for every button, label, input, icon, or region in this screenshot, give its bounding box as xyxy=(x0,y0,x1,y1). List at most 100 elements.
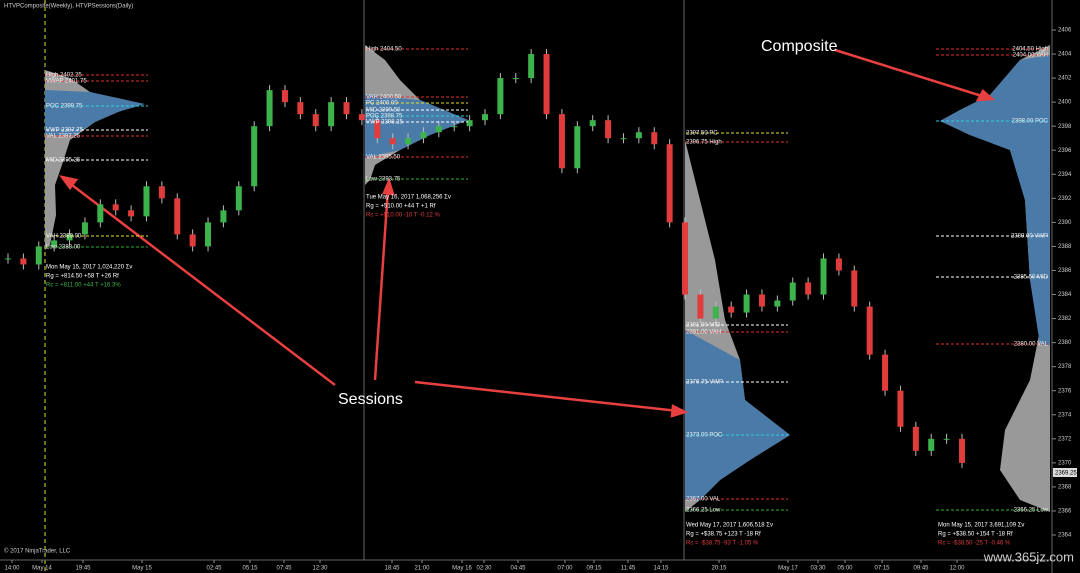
candle xyxy=(405,138,412,145)
y-tick-label: 2390 xyxy=(1058,220,1072,226)
candle xyxy=(697,294,704,319)
candle xyxy=(343,102,350,115)
y-tick-label: 2396 xyxy=(1058,148,1072,154)
x-tick-label: 21:00 xyxy=(414,566,430,572)
session-info: Rc = +510.00 -10 T -0.12 % xyxy=(366,213,440,219)
x-tick-label: 14:00 xyxy=(4,566,20,572)
level-label: VWAP 2401.75 xyxy=(46,79,87,85)
candle xyxy=(420,132,427,139)
y-tick-label: 2374 xyxy=(1058,412,1072,418)
candle xyxy=(497,78,504,115)
candle xyxy=(682,222,689,295)
candle xyxy=(943,438,950,440)
session-info: Tue May 16, 2017 1,068,256 Σv xyxy=(366,195,451,201)
x-tick-label: May 14 xyxy=(32,566,52,572)
candle xyxy=(251,126,258,187)
candle xyxy=(589,120,596,127)
session-info: Rc = -$38.50 -25 T -0.46 % xyxy=(938,541,1011,547)
candle xyxy=(51,240,58,247)
y-tick-label: 2372 xyxy=(1058,436,1072,442)
y-tick-label: 2404 xyxy=(1058,52,1072,58)
level-label: 2404.00 VAH xyxy=(1013,53,1048,59)
level-label: MID 2399.50 xyxy=(366,108,401,114)
level-label: Low 2393.75 xyxy=(366,177,401,183)
x-tick-label: 18:45 xyxy=(384,566,400,572)
x-tick-label: 04:45 xyxy=(510,566,526,572)
last-price: 2369.25 xyxy=(1055,471,1077,477)
x-tick-label: 03:30 xyxy=(810,566,826,572)
x-tick-label: 05:15 xyxy=(242,566,258,572)
level-label: 2366.25 Low xyxy=(686,508,721,514)
candle xyxy=(543,54,550,115)
x-tick-label: 14:15 xyxy=(653,566,669,572)
session-info: Rc = -$38.75 -93 T -1.05 % xyxy=(686,541,759,547)
candle xyxy=(35,246,42,265)
level-label: High 2402.25 xyxy=(46,73,82,79)
level-label: POC 2398.75 xyxy=(366,114,403,120)
candle xyxy=(112,204,119,211)
y-tick-label: 2380 xyxy=(1058,340,1072,346)
x-tick-label: 07:00 xyxy=(557,566,573,572)
x-tick-label: 19:45 xyxy=(75,566,91,572)
x-tick-label: 11:45 xyxy=(621,566,636,572)
annotation: Composite xyxy=(761,38,838,55)
candle xyxy=(128,210,135,217)
y-tick-label: 2402 xyxy=(1058,76,1072,82)
candle xyxy=(174,198,181,235)
session-info: Rc = +811.00 +44 T +16.3% xyxy=(46,283,121,289)
y-tick-label: 2406 xyxy=(1058,28,1072,34)
candle xyxy=(820,258,827,295)
level-label: 2385.50 MID xyxy=(1014,275,1049,281)
candle xyxy=(743,294,750,313)
value-area xyxy=(45,90,145,135)
candle xyxy=(81,222,88,235)
candle xyxy=(574,126,581,169)
candle xyxy=(435,126,442,133)
candle xyxy=(5,258,11,260)
candle xyxy=(389,138,396,145)
x-tick-label: 05:00 xyxy=(837,566,853,572)
level-label: VAH 2400.50 xyxy=(366,95,402,101)
value-area xyxy=(940,55,1050,345)
candle xyxy=(897,390,904,427)
session-info: Rg = +$38.50 +154 T -18 Rf xyxy=(938,532,1013,538)
candle xyxy=(912,426,919,451)
candle xyxy=(451,126,458,128)
y-tick-label: 2384 xyxy=(1058,292,1072,298)
value-area xyxy=(685,330,790,500)
candle xyxy=(20,258,27,265)
level-label: MID 2395.25 xyxy=(46,158,81,164)
level-label: 2367.00 VAL xyxy=(686,497,721,503)
candle xyxy=(205,222,212,247)
y-tick-label: 2386 xyxy=(1058,268,1072,274)
level-label: 2366.25 Low xyxy=(1014,508,1049,514)
candle xyxy=(835,258,842,271)
x-tick-label: 02:45 xyxy=(206,566,222,572)
y-tick-label: 2382 xyxy=(1058,316,1072,322)
candle xyxy=(97,204,104,223)
watermark: www.365jz.com xyxy=(983,549,1074,564)
y-tick-label: 2376 xyxy=(1058,388,1072,394)
x-tick-label: May 15 xyxy=(132,566,152,572)
candle xyxy=(374,120,381,139)
candle xyxy=(805,282,812,295)
candle xyxy=(143,186,150,217)
level-label: 2396.75 High xyxy=(686,140,722,146)
candle xyxy=(66,234,73,241)
x-tick-label: 02:30 xyxy=(476,566,492,572)
candle xyxy=(882,354,889,391)
candle xyxy=(851,270,858,307)
candle xyxy=(789,282,796,301)
level-label: 2398.00 POC xyxy=(1012,119,1049,125)
y-tick-label: 2364 xyxy=(1058,533,1072,539)
x-tick-label: 09:45 xyxy=(913,566,929,572)
level-label: VAL 2395.50 xyxy=(366,155,401,161)
level-label: 2376.75 VWP xyxy=(686,380,723,386)
level-label: 2389.00 VWP xyxy=(1011,234,1048,240)
candle xyxy=(235,186,242,211)
level-label: 2381.00 MID xyxy=(686,323,721,329)
y-tick-label: 2370 xyxy=(1058,460,1072,466)
session-info: Mon May 15, 2017 3,691,109 Σv xyxy=(938,523,1024,529)
candle xyxy=(297,102,304,115)
